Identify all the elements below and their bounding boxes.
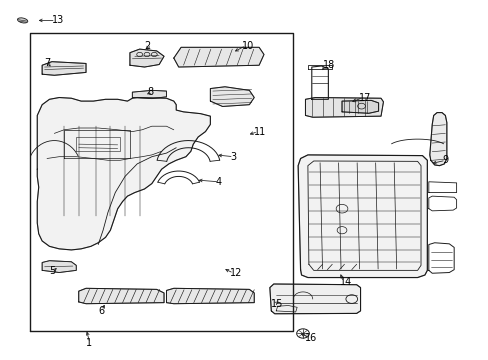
Text: 5: 5: [49, 266, 56, 276]
Text: 10: 10: [242, 41, 254, 50]
Text: 13: 13: [52, 15, 64, 26]
Text: 11: 11: [254, 127, 266, 136]
Ellipse shape: [18, 18, 28, 23]
Text: 17: 17: [358, 93, 371, 103]
Text: 9: 9: [441, 155, 447, 165]
Text: 7: 7: [44, 58, 51, 68]
Polygon shape: [79, 288, 163, 304]
Polygon shape: [42, 62, 86, 75]
Polygon shape: [37, 98, 210, 250]
Polygon shape: [42, 261, 76, 273]
Text: 2: 2: [144, 41, 150, 50]
Polygon shape: [210, 87, 254, 107]
Polygon shape: [130, 49, 163, 67]
Text: 15: 15: [271, 299, 283, 309]
Text: 12: 12: [229, 268, 242, 278]
Polygon shape: [132, 90, 166, 99]
Text: 8: 8: [147, 87, 153, 97]
Text: 18: 18: [322, 60, 334, 70]
Polygon shape: [341, 100, 378, 113]
Polygon shape: [269, 284, 360, 314]
Polygon shape: [173, 47, 264, 67]
Text: 3: 3: [229, 152, 236, 162]
Polygon shape: [298, 155, 427, 278]
Text: 1: 1: [86, 338, 92, 348]
Polygon shape: [305, 98, 383, 117]
Text: 16: 16: [305, 333, 317, 343]
Polygon shape: [429, 113, 446, 166]
Text: 14: 14: [339, 277, 351, 287]
Text: 6: 6: [98, 306, 104, 316]
Text: 4: 4: [215, 177, 221, 187]
Polygon shape: [166, 288, 254, 304]
